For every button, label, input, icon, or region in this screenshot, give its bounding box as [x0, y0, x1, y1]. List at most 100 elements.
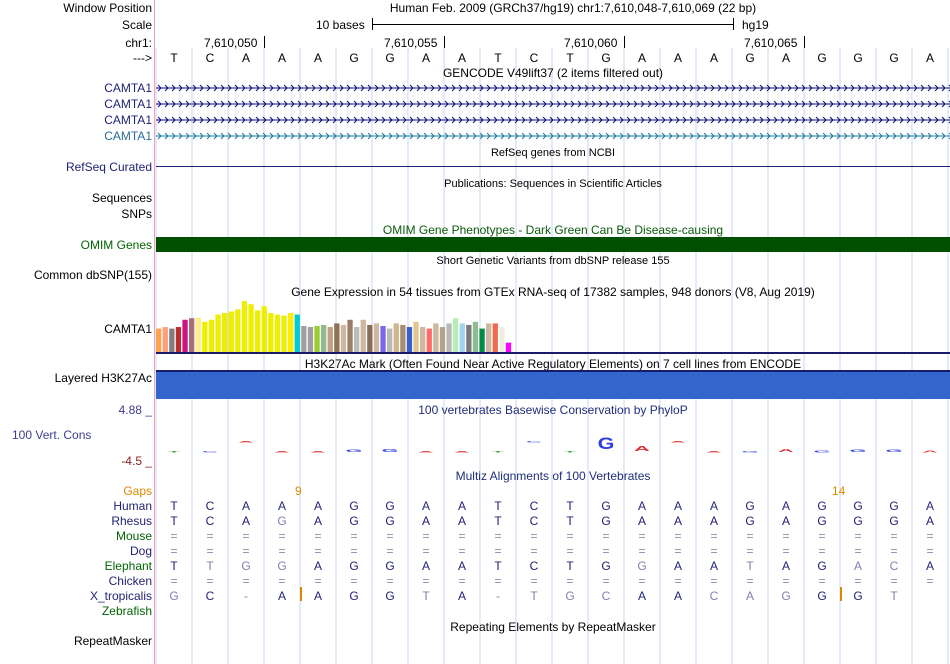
gtex-tissue-bar[interactable] — [420, 327, 426, 352]
gencode-gene-label[interactable]: CAMTA1 — [104, 129, 152, 143]
gtex-tissue-bar[interactable] — [466, 324, 472, 352]
gtex-tissue-bar[interactable] — [492, 323, 498, 352]
gtex-tissue-bar[interactable] — [169, 328, 175, 352]
gtex-tissue-bar[interactable] — [380, 326, 386, 352]
gtex-tissue-bar[interactable] — [235, 309, 241, 352]
gtex-tissue-bar[interactable] — [189, 318, 195, 352]
gtex-tissue-bar[interactable] — [334, 323, 340, 352]
gtex-tissue-bar[interactable] — [182, 319, 188, 352]
gtex-tissue-bar[interactable] — [446, 323, 452, 352]
gtex-tissue-bar[interactable] — [215, 314, 221, 352]
h3k27ac-signal[interactable] — [156, 372, 950, 399]
gencode-gene-label[interactable]: CAMTA1 — [104, 97, 152, 111]
assembly-position-text[interactable]: Human Feb. 2009 (GRCh37/hg19) chr1:7,610… — [389, 1, 757, 15]
species-label-mouse[interactable]: Mouse — [115, 529, 152, 543]
gtex-tissue-bar[interactable] — [459, 323, 465, 352]
gtex-tissue-bar[interactable] — [228, 311, 234, 352]
gtex-tissue-bar[interactable] — [347, 319, 353, 352]
gtex-tissue-bar[interactable] — [479, 328, 485, 352]
gtex-expression-chart[interactable] — [156, 298, 950, 354]
snps-label[interactable]: SNPs — [121, 207, 152, 221]
gtex-tissue-bar[interactable] — [406, 327, 413, 352]
multiz-track-title[interactable]: Multiz Alignments of 100 Vertebrates — [455, 469, 651, 483]
conservation-label[interactable]: 100 Vert. Cons — [12, 428, 92, 442]
publications-track-title[interactable]: Publications: Sequences in Scientific Ar… — [444, 178, 662, 190]
gtex-tissue-bar[interactable] — [354, 327, 360, 352]
gencode-track-title[interactable]: GENCODE V49lift37 (2 items filtered out) — [442, 66, 664, 80]
gtex-tissue-bar[interactable] — [314, 326, 320, 352]
gtex-tissue-bar[interactable] — [327, 327, 333, 352]
gtex-tissue-bar[interactable] — [393, 323, 399, 352]
refseq-label[interactable]: RefSeq Curated — [65, 160, 152, 174]
gtex-tissue-bar[interactable] — [433, 323, 439, 352]
gencode-transcript-1[interactable] — [156, 83, 950, 93]
omim-track-title[interactable]: OMIM Gene Phenotypes - Dark Green Can Be… — [382, 223, 724, 237]
gtex-tissue-bar[interactable] — [439, 327, 446, 352]
refseq-track-title[interactable]: RefSeq genes from NCBI — [490, 147, 616, 159]
gtex-tissue-bar[interactable] — [222, 313, 228, 352]
gtex-tissue-bar[interactable] — [400, 324, 406, 352]
gtex-gene-label[interactable]: CAMTA1 — [104, 322, 152, 336]
gtex-tissue-bar[interactable] — [360, 319, 366, 352]
h3k27ac-track-title[interactable]: H3K27Ac Mark (Often Found Near Active Re… — [304, 357, 802, 371]
species-label-chicken[interactable]: Chicken — [108, 574, 152, 588]
gtex-tissue-bar[interactable] — [294, 314, 300, 352]
gtex-track-title[interactable]: Gene Expression in 54 tissues from GTEx … — [291, 285, 815, 299]
gtex-tissue-bar[interactable] — [413, 321, 419, 352]
gtex-tissue-bar[interactable] — [472, 321, 479, 352]
gtex-tissue-bar[interactable] — [387, 328, 393, 352]
gtex-tissue-bar[interactable] — [486, 323, 492, 352]
gtex-tissue-bar[interactable] — [208, 319, 215, 352]
gtex-tissue-bar[interactable] — [241, 301, 248, 352]
species-label-human[interactable]: Human — [113, 499, 152, 513]
h3k27ac-label[interactable]: Layered H3K27Ac — [54, 371, 152, 385]
publications-label[interactable]: Sequences — [91, 191, 152, 205]
gtex-tissue-bar[interactable] — [281, 315, 287, 352]
repeatmasker-label[interactable]: RepeatMasker — [73, 634, 152, 648]
gtex-tissue-bar[interactable] — [255, 310, 261, 352]
gtex-tissue-bar[interactable] — [321, 324, 327, 352]
gtex-tissue-bar[interactable] — [156, 328, 162, 352]
species-label-x-tropicalis[interactable]: X_tropicalis — [89, 589, 152, 603]
species-label-dog[interactable]: Dog — [129, 544, 152, 558]
strand-arrow — [598, 132, 603, 140]
strand-arrow — [934, 100, 939, 108]
dbsnp-label[interactable]: Common dbSNP(155) — [33, 268, 152, 282]
species-label-elephant[interactable]: Elephant — [104, 559, 152, 573]
gtex-tissue-bar[interactable] — [268, 313, 274, 352]
gtex-tissue-bar[interactable] — [248, 304, 254, 352]
strand-arrow — [276, 84, 281, 92]
strand-arrow — [458, 84, 463, 92]
gtex-tissue-bar[interactable] — [202, 321, 208, 352]
gtex-tissue-bar[interactable] — [175, 327, 182, 352]
gencode-transcript-4[interactable] — [156, 131, 950, 141]
gencode-transcript-3[interactable] — [156, 115, 950, 125]
gtex-tissue-bar[interactable] — [307, 327, 314, 352]
repeatmasker-track-title[interactable]: Repeating Elements by RepeatMasker — [450, 620, 656, 634]
strand-arrow — [416, 132, 421, 140]
refseq-gene-line[interactable] — [156, 166, 950, 167]
gtex-tissue-bar[interactable] — [261, 306, 267, 352]
gtex-tissue-bar[interactable] — [505, 342, 512, 352]
gencode-transcript-2[interactable] — [156, 99, 950, 109]
gtex-tissue-bar[interactable] — [162, 327, 168, 352]
gtex-tissue-bar[interactable] — [367, 324, 373, 352]
gtex-tissue-bar[interactable] — [340, 324, 347, 352]
gtex-tissue-bar[interactable] — [301, 326, 307, 352]
gtex-tissue-bar[interactable] — [373, 323, 380, 352]
gtex-tissue-bar[interactable] — [195, 317, 201, 352]
omim-label[interactable]: OMIM Genes — [80, 238, 152, 252]
gtex-tissue-bar[interactable] — [426, 328, 432, 352]
species-label-zebrafish[interactable]: Zebrafish — [101, 604, 152, 618]
conservation-logo[interactable]: T C A A A G G A A T C T G A A A G A G G G A — [156, 421, 950, 453]
gencode-gene-label[interactable]: CAMTA1 — [104, 81, 152, 95]
dbsnp-track-title[interactable]: Short Genetic Variants from dbSNP releas… — [436, 255, 670, 267]
conservation-track-title[interactable]: 100 vertebrates Basewise Conservation by… — [418, 403, 688, 417]
gtex-tissue-bar[interactable] — [453, 318, 459, 352]
gtex-tissue-bar[interactable] — [274, 314, 281, 352]
gtex-tissue-bar[interactable] — [499, 327, 505, 352]
omim-gene-bar[interactable] — [156, 237, 950, 252]
gtex-tissue-bar[interactable] — [288, 313, 294, 352]
species-label-rhesus[interactable]: Rhesus — [111, 514, 152, 528]
gencode-gene-label[interactable]: CAMTA1 — [104, 113, 152, 127]
